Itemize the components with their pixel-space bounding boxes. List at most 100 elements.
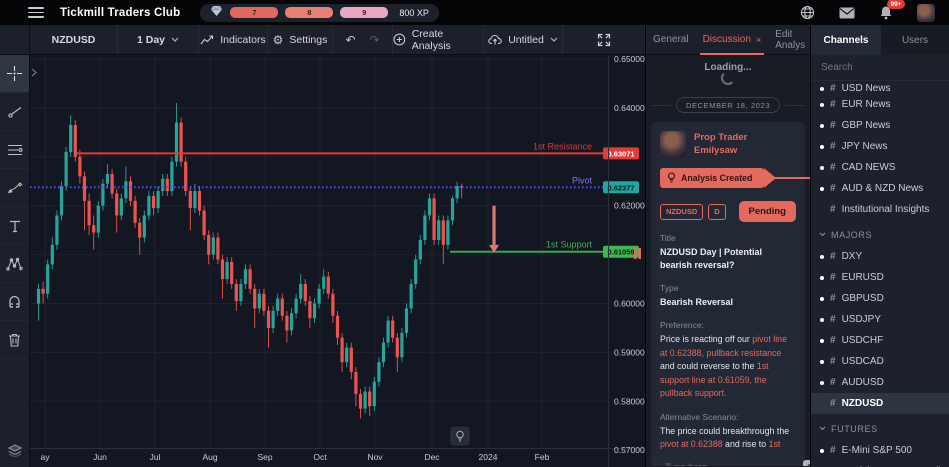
channel-item-usdchf[interactable]: # USDCHF [811,330,949,351]
app-title: Tickmill Traders Club [60,6,181,19]
tab-users[interactable]: Users [881,25,949,55]
svg-text:Pivot: Pivot [572,175,593,185]
svg-text:0.64000: 0.64000 [614,103,645,113]
svg-text:Aug: Aug [202,452,217,462]
channel-section-header[interactable]: MAJORS [811,223,949,246]
chevron-down-icon [550,37,558,42]
channel-item-gbp-news[interactable]: # GBP News [811,115,949,136]
channel-item-institutional-insights[interactable]: # Institutional Insights [830,204,930,215]
trend-line-tool[interactable] [0,93,29,131]
tab-channels[interactable]: Channels [811,25,881,55]
channels-panel-tabs: Channels Users [811,25,949,55]
svg-text:1st Support: 1st Support [546,240,593,250]
channel-item-nzdusd[interactable]: # NZDUSD [811,393,949,414]
globe-icon[interactable] [800,5,815,20]
symbol-button[interactable]: NZDUSD [30,25,118,54]
title-label: Title [660,233,676,243]
redo-icon[interactable]: ↷ [369,32,380,47]
search-input[interactable] [821,62,949,73]
pending-status-button[interactable]: Pending [738,201,796,222]
interval-dropdown[interactable]: 1 Day [118,25,199,54]
text-tool[interactable] [0,207,29,245]
object-tree-icon[interactable] [0,444,29,457]
analysis-title: NZDUSD Day | Potential bearish reversal? [660,247,763,270]
analysis-type: Bearish Reversal [660,297,734,307]
channel-item-usd-news[interactable]: # USD News [811,83,949,94]
tab-general[interactable]: General [653,34,689,45]
chart-toolbar: NZDUSD 1 Day Indicators ⚙ Settings ↶ ↷ C… [30,25,645,55]
save-layout-dropdown[interactable]: Untitled [484,25,563,54]
xp-progress-pill[interactable]: 7 8 9 800 XP [200,3,439,22]
loading-text: Loading... [704,62,752,73]
brush-tool[interactable] [0,169,29,207]
svg-text:ay: ay [41,452,51,462]
tab-edit-analysis[interactable]: Edit Analys [775,28,806,51]
preference-label: Preference: [660,320,704,330]
alternative-label: Alternative Scenario: [660,411,739,422]
svg-text:0.60000: 0.60000 [614,299,645,309]
channel-item-usdcad[interactable]: # USDCAD [811,351,949,372]
create-analysis-button[interactable]: Create Analysis [393,25,484,54]
fullscreen-button[interactable] [563,25,645,54]
type-label: Type [660,283,679,293]
settings-button[interactable]: ⚙ Settings [268,25,333,54]
candlestick-chart[interactable]: 1st Resistance 0.63071 Pivot 0.62377 1st Sup… [30,54,645,467]
svg-text:Jun: Jun [93,452,107,462]
delete-drawings-tool[interactable] [0,321,29,359]
close-tab-icon[interactable]: × [755,34,762,45]
analysis-message-card[interactable]: Prop Trader Emilysaw Analysis Created NZ… [651,122,810,466]
channel-search[interactable] [811,55,949,81]
indicators-icon [200,34,214,44]
channel-item-e-mini-s-p-500[interactable]: # E-Mini S&P 500 [811,440,949,461]
channel-item-eurusd[interactable]: # EURUSD [811,267,949,288]
channel-item-dxy[interactable]: # DXY [811,246,949,267]
channel-item-usdjpy[interactable]: # USDJPY [811,309,949,330]
message-input[interactable] [665,461,797,466]
channel-item-aud-nzd-news[interactable]: # AUD & NZD News [811,178,949,199]
channel-item-gbpusd[interactable]: # GBPUSD [811,288,949,309]
symbol-badge: NZDUSD [660,203,704,220]
chevron-down-icon [819,426,826,431]
chevron-down-icon [819,232,826,237]
crosshair-tool[interactable] [0,55,29,93]
notifications-bell-icon[interactable]: 99+ [879,0,906,20]
svg-text:Nov: Nov [367,452,383,462]
loading-spinner [721,71,735,85]
discussion-panel: General Discussion × Edit Analys Loading… [645,25,810,467]
level-badge-8: 8 [285,7,334,18]
horizontal-lines-tool[interactable] [0,131,29,169]
channel-item-cad-news[interactable]: # CAD NEWS [811,157,949,178]
channel-section-header[interactable]: FUTURES [811,417,949,440]
channel-item-eur-news[interactable]: # EUR News [811,94,949,115]
svg-text:Feb: Feb [535,452,550,462]
svg-text:0.65000: 0.65000 [614,55,645,64]
mail-icon[interactable] [839,7,855,19]
channel-item-audusd[interactable]: # AUDUSD [811,372,949,393]
top-bar: Tickmill Traders Club 7 8 9 800 XP 99+ [0,0,949,25]
notification-count-badge: 99+ [887,0,906,9]
hamburger-menu-icon[interactable] [28,4,44,21]
undo-icon[interactable]: ↶ [345,32,356,47]
discussion-feed[interactable]: Loading... DECEMBER 18, 2023 Prop Trader… [646,55,810,466]
magnet-tool[interactable] [0,283,29,321]
svg-text:Dec: Dec [424,452,440,462]
user-avatar[interactable] [917,3,935,22]
gif-button[interactable]: GIF [803,460,810,466]
channel-item-jpy-news[interactable]: # JPY News [811,136,949,157]
svg-text:0.58000: 0.58000 [614,396,645,406]
discussion-panel-tabs: General Discussion × Edit Analys [646,25,810,55]
tab-discussion[interactable]: Discussion × [696,25,769,55]
gear-icon: ⚙ [272,32,284,47]
gem-icon [210,4,223,22]
author-avatar[interactable] [660,131,686,157]
preference-text: Price is reacting off our pivot line at … [660,334,787,398]
message-composer[interactable]: GIF [651,454,810,466]
indicators-button[interactable]: Indicators [199,25,268,54]
xabcd-pattern-tool[interactable] [0,245,29,283]
svg-text:Oct: Oct [313,452,327,462]
channel-item-patrick-s-futures-trading[interactable]: #Patrick's Futures Trading [811,461,949,467]
channel-list[interactable]: # USD News # EUR News # GBP News # JPY News # CAD… [811,81,949,467]
chart-idea-bulb-button [450,426,470,446]
author-name[interactable]: Prop Trader Emilysaw [694,132,748,156]
